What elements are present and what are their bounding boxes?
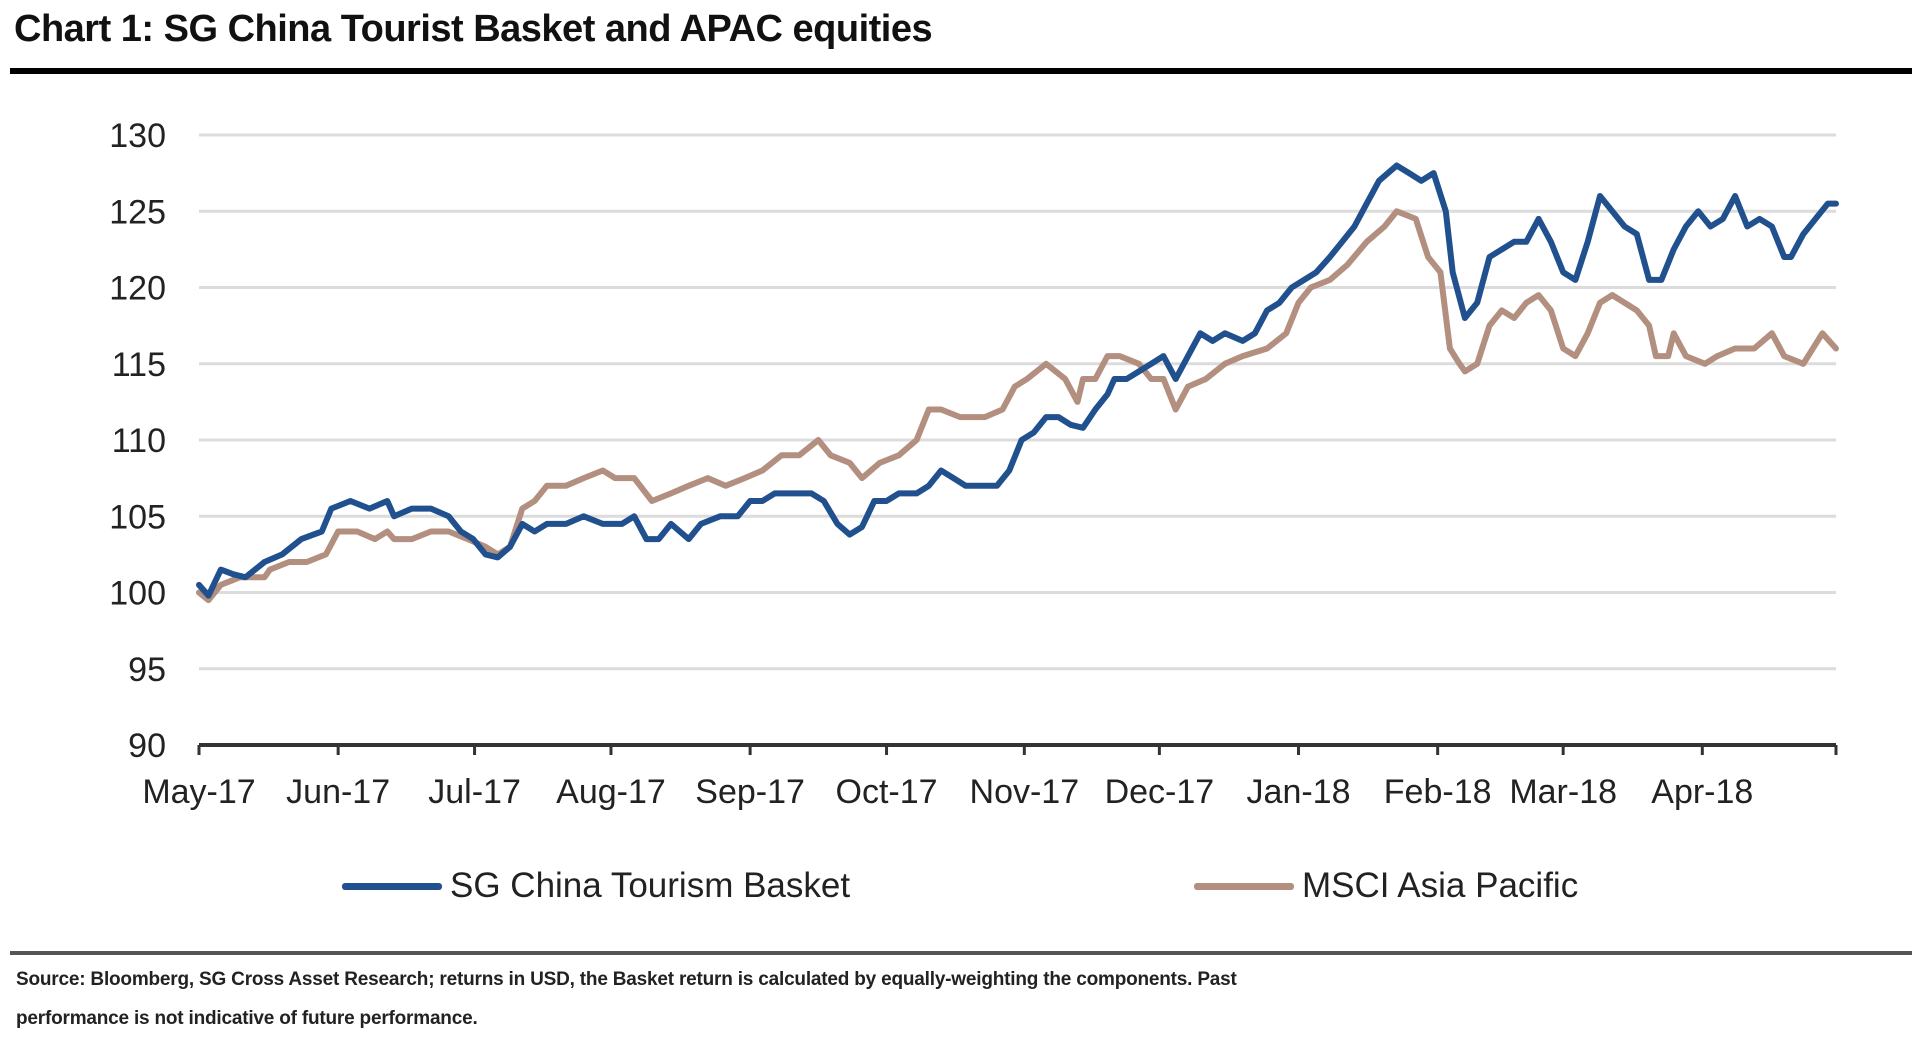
legend-item-sg-china-tourism-basket: SG China Tourism Basket <box>342 866 850 906</box>
gridlines <box>199 133 1836 671</box>
legend-label: SG China Tourism Basket <box>450 866 851 905</box>
legend-swatch-blue <box>342 882 442 890</box>
x-tick-label: Jun-17 <box>286 773 390 811</box>
footer-rule <box>10 951 1912 955</box>
legend-label: MSCI Asia Pacific <box>1302 866 1579 905</box>
legend-swatch-brown <box>1194 882 1294 890</box>
series-line-msci-asia-pacific <box>196 208 1839 604</box>
y-tick-label: 110 <box>112 422 166 460</box>
x-tick-label: Aug-17 <box>556 773 666 811</box>
y-tick-label: 125 <box>109 193 166 231</box>
y-tick-label: 105 <box>109 498 166 536</box>
y-tick-label: 100 <box>109 575 166 613</box>
series-line-sg-china-tourism-basket <box>196 162 1839 599</box>
x-axis: May-17 Jun-17 Jul-17 Aug-17 Sep-17 Oct-17 Nov-… <box>142 743 1838 811</box>
x-tick-label: Feb-18 <box>1384 773 1492 811</box>
x-tick-label: Dec-17 <box>1105 773 1215 811</box>
x-tick-label: Oct-17 <box>836 773 938 811</box>
title-rule <box>10 68 1912 74</box>
chart-plot: 90 95 100 105 110 115 120 125 130 May-17 Jun-17 Ju… <box>109 117 1839 811</box>
x-tick-label: Mar-18 <box>1509 773 1617 811</box>
x-tick-label: Apr-18 <box>1651 773 1753 811</box>
series-lines <box>196 162 1839 604</box>
y-tick-label: 90 <box>128 727 166 765</box>
y-axis-tick-labels: 90 95 100 105 110 115 120 125 130 <box>109 117 166 765</box>
source-note-line-2: performance is not indicative of future … <box>16 1008 478 1029</box>
source-note-line-1: Source: Bloomberg, SG Cross Asset Resear… <box>16 969 1237 990</box>
y-tick-label: 130 <box>109 117 166 155</box>
chart-title: Chart 1: SG China Tourist Basket and APA… <box>14 8 933 50</box>
y-tick-label: 115 <box>112 346 166 384</box>
y-tick-label: 120 <box>109 270 166 308</box>
y-tick-label: 95 <box>128 651 166 689</box>
x-tick-label: Jul-17 <box>428 773 521 811</box>
x-tick-label: Nov-17 <box>970 773 1080 811</box>
legend-item-msci-asia-pacific: MSCI Asia Pacific <box>1194 866 1578 906</box>
x-tick-label: May-17 <box>142 773 255 811</box>
x-tick-label: Jan-18 <box>1247 773 1351 811</box>
x-tick-label: Sep-17 <box>695 773 805 811</box>
